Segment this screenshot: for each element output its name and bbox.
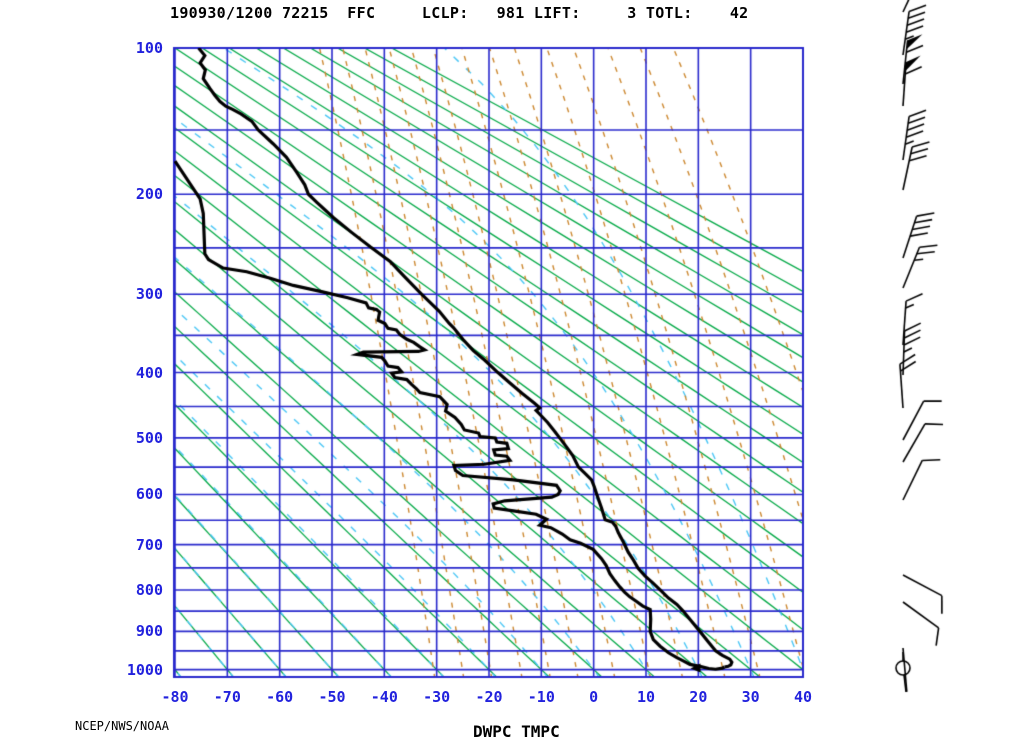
- temperature-tick-label: -40: [370, 688, 398, 706]
- temperature-tick-label: 10: [636, 688, 656, 706]
- temperature-tick-label: 40: [793, 688, 813, 706]
- pressure-tick-label: 300: [135, 285, 163, 304]
- temperature-tick-label: -60: [266, 688, 294, 706]
- temperature-tick-label: -10: [527, 688, 555, 706]
- pressure-tick-label: 200: [135, 185, 163, 204]
- header-text: 190930/1200 72215 FFC LCLP: 981 LIFT: 3 …: [170, 4, 749, 22]
- pressure-tick-label: 600: [135, 485, 163, 504]
- temperature-tick-label: 0: [589, 688, 599, 706]
- pressure-tick-label: 1000: [126, 660, 163, 679]
- pressure-tick-label: 700: [135, 535, 163, 554]
- pressure-tick-label: 400: [135, 363, 163, 382]
- credit-text: NCEP/NWS/NOAA: [75, 719, 169, 733]
- temperature-tick-label: -70: [213, 688, 241, 706]
- pressure-tick-label: 100: [135, 38, 163, 57]
- pressure-tick-label: 800: [135, 580, 163, 599]
- temperature-tick-label: -50: [318, 688, 346, 706]
- x-axis-label: DWPC TMPC: [473, 722, 560, 740]
- temperature-tick-label: 30: [741, 688, 760, 706]
- pressure-tick-label: 500: [135, 428, 163, 447]
- temperature-tick-label: -20: [475, 688, 503, 706]
- temperature-tick-label: -30: [423, 688, 451, 706]
- temperature-tick-label: 20: [689, 688, 708, 706]
- temperature-tick-label: -80: [161, 688, 189, 706]
- pressure-tick-label: 900: [135, 622, 163, 641]
